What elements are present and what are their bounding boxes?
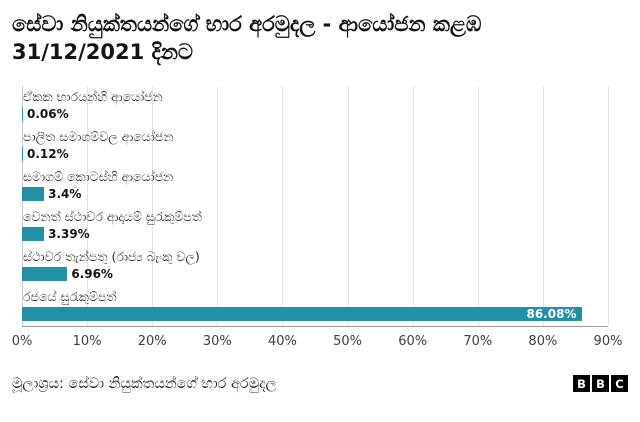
value-label: 3.39% [48,226,90,241]
category-label: රජයේ සුරැකුම්පත් [23,289,117,305]
gridline [87,86,89,327]
x-tick-label: 60% [398,334,428,350]
bar-track: 3.4% [22,186,608,201]
gridline [347,86,349,327]
bar-row: රජයේ සුරැකුම්පත් 86.08% [22,286,608,326]
footer: මූලාශ්‍රය: සේවා නියුක්තයන්ගේ භාර අරමුදල … [12,375,628,393]
bbc-logo-letter: C [611,375,628,393]
x-tick-label: 90% [593,334,623,350]
x-tick-label: 70% [463,334,493,350]
source-text: මූලාශ්‍රය: සේවා නියුක්තයන්ගේ භාර අරමුදල [12,375,277,392]
value-label: 3.4% [48,186,82,201]
gridline [608,86,609,327]
plot-area: ඒකක භාරයන්හි ආයෝජන 0.06% පාලිත සමාගම්වල ආය… [22,86,609,328]
x-tick-label: 40% [267,334,297,350]
bar-track: 86.08% [22,306,608,321]
bar: 86.08% [22,306,583,321]
bar-row: ස්ථාවර තැන්පතු (රාජ්‍ය බැංකු වල) 6.96% [22,246,608,286]
bbc-logo-letter: B [573,375,590,393]
gridline [477,86,479,327]
value-label: 6.96% [71,266,113,281]
bar-track: 0.06% [22,106,608,121]
x-tick-label: 50% [333,334,362,350]
chart-card: සේවා නියුක්තයන්ගේ භාර අරමුදල - ආයෝජන කළඹ… [0,10,640,393]
value-label: 86.08% [526,306,577,321]
value-label: 0.06% [27,106,69,121]
x-tick-label: 0% [11,334,33,350]
category-label: ඒකක භාරයන්හි ආයෝජන [23,89,163,105]
bar-track: 0.12% [22,146,608,161]
bar [22,146,23,161]
chart-title-line2: 31/12/2021 දිනට [12,40,194,65]
gridlines [22,86,609,327]
category-label: පාලිත සමාගම්වල ආයෝජන [23,129,174,145]
x-tick-label: 30% [202,334,232,350]
bar [22,186,45,201]
bar [22,226,45,241]
x-tick-label: 10% [72,334,102,350]
value-label: 0.12% [27,146,69,161]
axis-ticks: 0% 10% 20% 30% 40% 50% 60% 70% 80% 90% [12,332,623,350]
category-label: ස්ථාවර තැන්පතු (රාජ්‍ය බැංකු වල) [23,249,200,265]
bar-track: 6.96% [22,266,608,281]
bar-row: වෙනත් ස්ථාවර ආදායම් සුරැකුම්පත් 3.39% [22,206,608,246]
category-label: වෙනත් ස්ථාවර ආදායම් සුරැකුම්පත් [23,209,202,225]
gridline [412,86,414,327]
gridline [542,86,544,327]
gridline [217,86,219,327]
x-tick-label: 80% [528,334,558,350]
bar-track: 3.39% [22,226,608,241]
bbc-logo-letter: B [592,375,609,393]
chart-title: සේවා නියුක්තයන්ගේ භාර අරමුදල - ආයෝජන කළඹ… [12,10,628,66]
bar-row: ඒකක භාරයන්හි ආයෝජන 0.06% [22,86,608,126]
gridline [282,86,284,327]
x-axis-line [22,326,608,328]
bar-row: සමාගම් කොටස්හි ආයෝජන 3.4% [22,166,608,206]
bar [22,106,23,121]
bar-row: පාලිත සමාගම්වල ආයෝජන 0.12% [22,126,608,166]
gridline [22,86,23,327]
chart-title-line1: සේවා නියුක්තයන්ගේ භාර අරමුදල - ආයෝජන කළඹ [12,12,482,36]
gridline [152,86,154,327]
category-label: සමාගම් කොටස්හි ආයෝජන [23,169,174,185]
bars: ඒකක භාරයන්හි ආයෝජන 0.06% පාලිත සමාගම්වල ආය… [22,86,608,326]
bar [22,266,68,281]
x-tick-label: 20% [137,334,167,350]
